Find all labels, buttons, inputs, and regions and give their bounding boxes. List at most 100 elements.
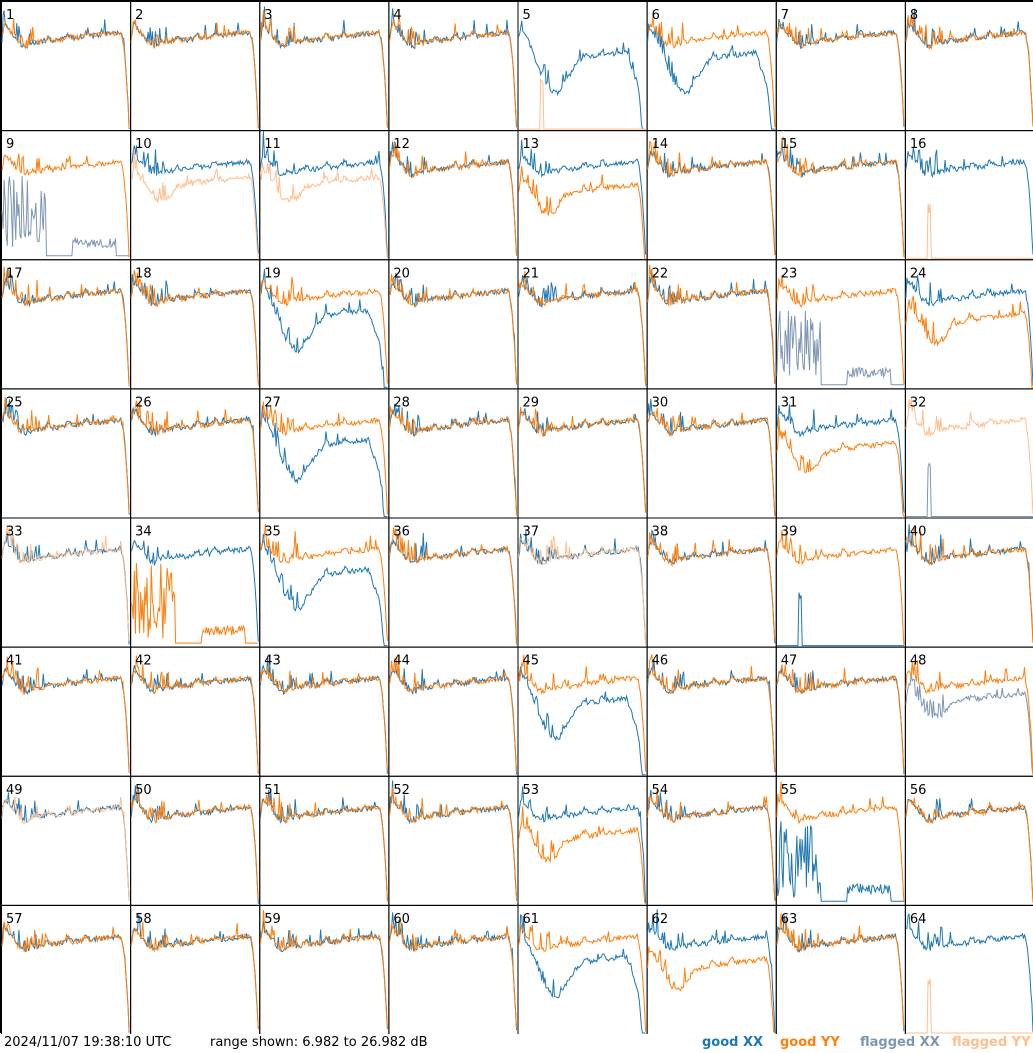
- panel-frame: [388, 1, 519, 132]
- panel-48: 48: [904, 646, 1033, 777]
- series-xx: [905, 147, 1033, 255]
- panel-frame: [517, 1, 648, 132]
- panel-label: 57: [6, 912, 23, 927]
- series-yy: [388, 273, 517, 385]
- series-xx: [259, 789, 388, 901]
- footer: 2024/11/07 19:38:10 UTC range shown: 6.9…: [0, 1033, 1033, 1053]
- series-xx: [1, 532, 130, 645]
- panel-38: 38: [646, 517, 777, 648]
- panel-label: 34: [135, 525, 152, 540]
- panel-label: 12: [393, 137, 410, 152]
- panel-52: 52: [388, 775, 519, 906]
- panel-41: 41: [1, 646, 132, 777]
- panel-62: 62: [646, 904, 777, 1034]
- panel-label: 46: [652, 654, 669, 669]
- panel-35: 35: [259, 517, 390, 648]
- series-xx: [1, 176, 130, 257]
- panel-label: 44: [393, 654, 410, 669]
- series-yy: [1, 266, 130, 387]
- series-yy: [1, 921, 130, 1032]
- panel-2: 2: [130, 1, 261, 132]
- series-xx: [518, 139, 647, 255]
- panel-39: 39: [775, 517, 906, 648]
- series-yy: [1, 524, 130, 641]
- series-yy: [647, 946, 776, 1034]
- panel-label: 1: [6, 8, 14, 23]
- panel-31: 31: [775, 388, 906, 519]
- panel-frame: [904, 1, 1033, 132]
- panel-label: 39: [781, 525, 798, 540]
- panel-label: 14: [652, 137, 669, 152]
- panel-17: 17: [1, 259, 132, 390]
- panel-label: 11: [264, 137, 281, 152]
- panel-label: 55: [781, 783, 798, 798]
- series-yy: [1, 656, 130, 773]
- series-yy: [260, 794, 388, 902]
- panel-label: 60: [393, 912, 410, 927]
- series-xx: [647, 23, 775, 130]
- series-xx: [776, 915, 905, 1032]
- series-yy: [647, 654, 776, 772]
- panel-label: 9: [6, 137, 14, 152]
- series-xx: [1, 666, 130, 773]
- series-yy: [905, 526, 1033, 644]
- series-xx: [130, 914, 259, 1029]
- panel-18: 18: [130, 259, 261, 390]
- panel-label: 62: [652, 912, 669, 927]
- panel-28: 28: [388, 388, 519, 519]
- panel-label: 17: [6, 266, 23, 281]
- series-yy: [259, 401, 388, 515]
- panel-53: 53: [517, 775, 648, 906]
- panel-30: 30: [646, 388, 777, 519]
- panel-54: 54: [646, 775, 777, 906]
- series-xx: [518, 914, 646, 1034]
- panel-label: 33: [6, 525, 23, 540]
- series-xx: [259, 655, 388, 774]
- panel-59: 59: [259, 904, 390, 1034]
- panel-label: 31: [781, 395, 798, 410]
- series-yy: [1, 396, 130, 514]
- panel-56: 56: [904, 775, 1033, 906]
- panel-26: 26: [130, 388, 261, 519]
- panel-4: 4: [388, 1, 519, 132]
- series-yy: [388, 657, 517, 773]
- panel-47: 47: [775, 646, 906, 777]
- series-yy: [1, 18, 130, 129]
- series-yy: [776, 664, 905, 772]
- series-xx: [776, 668, 905, 775]
- series-yy: [130, 19, 259, 129]
- panel-label: 13: [523, 137, 540, 152]
- series-yy: [130, 148, 259, 259]
- series-xx: [905, 673, 1033, 775]
- panel-15: 15: [775, 130, 906, 261]
- panel-20: 20: [388, 259, 519, 390]
- series-xx: [905, 913, 1033, 1032]
- series-xx: [1, 10, 130, 130]
- series-xx: [776, 310, 904, 386]
- series-yy: [388, 142, 517, 256]
- panel-16: 16: [904, 130, 1033, 261]
- panel-23: 23: [775, 259, 906, 390]
- panel-36: 36: [388, 517, 519, 648]
- panel-64: 64: [904, 904, 1033, 1034]
- panel-1: 1: [1, 1, 132, 132]
- panel-frame: [775, 1, 906, 132]
- panel-12: 12: [388, 130, 519, 261]
- panel-60: 60: [388, 904, 519, 1034]
- panel-label: 61: [523, 912, 540, 927]
- series-xx: [776, 821, 904, 902]
- panel-frame: [1, 1, 132, 132]
- panel-label: 18: [135, 266, 152, 281]
- panel-51: 51: [259, 775, 390, 906]
- panel-25: 25: [1, 388, 132, 519]
- panel-label: 16: [910, 137, 927, 152]
- panel-label: 58: [135, 912, 152, 927]
- panel-label: 23: [781, 266, 798, 281]
- panel-label: 48: [910, 654, 927, 669]
- panel-frame: [259, 1, 390, 132]
- panel-frame: [646, 1, 777, 132]
- panel-label: 49: [6, 783, 23, 798]
- series-yy: [905, 660, 1033, 775]
- panel-label: 15: [781, 137, 798, 152]
- panel-19: 19: [259, 259, 390, 390]
